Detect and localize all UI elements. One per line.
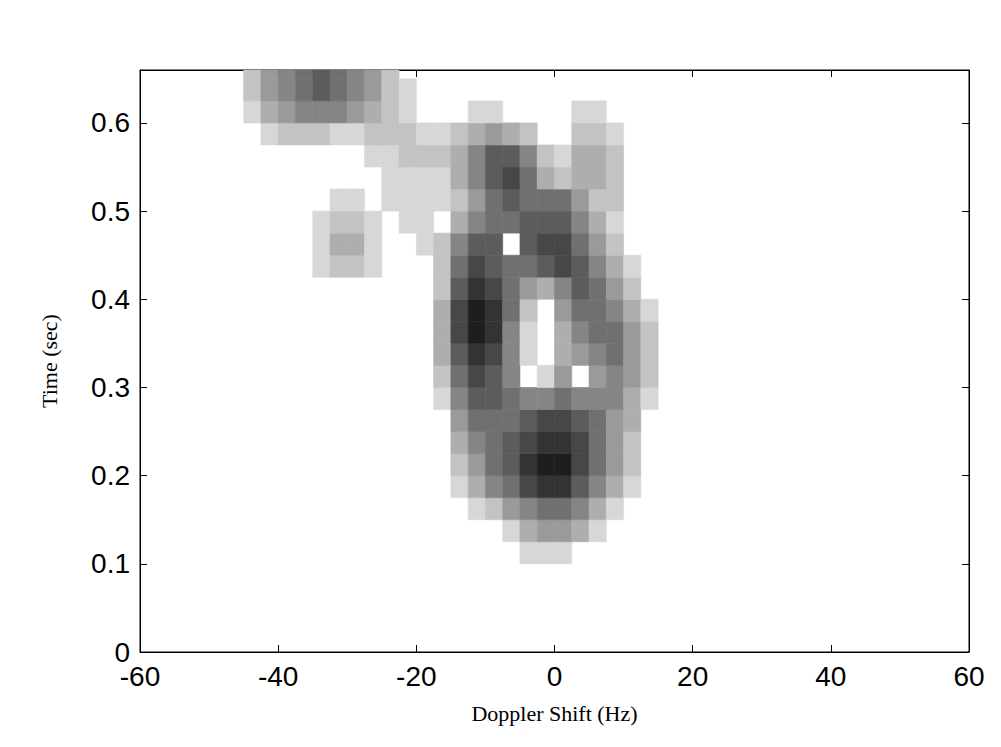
svg-text:0.6: 0.6 — [91, 107, 130, 138]
svg-text:Doppler Shift (Hz): Doppler Shift (Hz) — [471, 701, 637, 726]
svg-text:-60: -60 — [120, 661, 160, 692]
svg-text:-40: -40 — [258, 661, 298, 692]
svg-text:Time (sec): Time (sec) — [37, 314, 62, 408]
svg-text:0: 0 — [547, 661, 563, 692]
svg-text:60: 60 — [953, 661, 984, 692]
svg-text:0.1: 0.1 — [91, 548, 130, 579]
svg-text:40: 40 — [815, 661, 846, 692]
svg-text:0.5: 0.5 — [91, 196, 130, 227]
svg-text:0.2: 0.2 — [91, 460, 130, 491]
svg-text:-20: -20 — [396, 661, 436, 692]
svg-text:20: 20 — [677, 661, 708, 692]
svg-text:0.4: 0.4 — [91, 284, 130, 315]
svg-text:0.3: 0.3 — [91, 372, 130, 403]
svg-text:0: 0 — [114, 636, 130, 668]
